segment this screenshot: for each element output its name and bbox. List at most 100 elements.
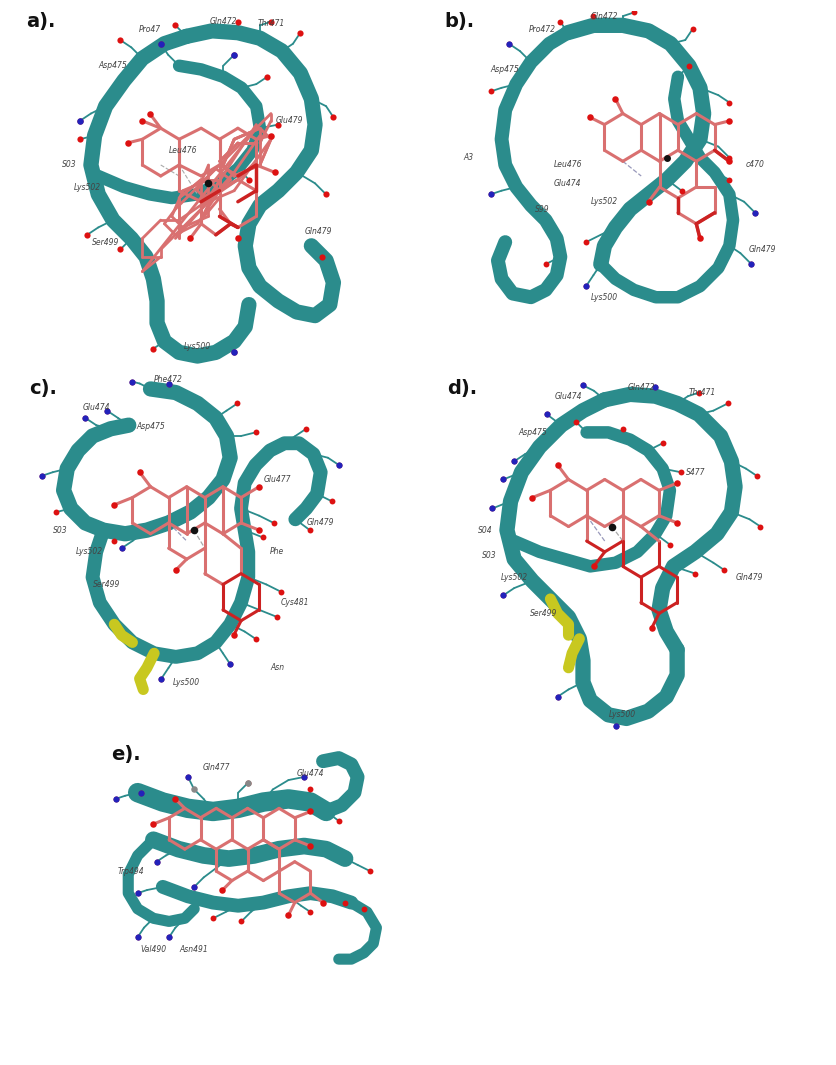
Point [303, 803, 317, 820]
Point [232, 230, 245, 247]
Point [319, 185, 333, 202]
Point [232, 13, 245, 30]
Point [539, 256, 553, 273]
Point [162, 375, 176, 392]
Point [722, 152, 736, 169]
Point [645, 620, 659, 637]
Text: Gln479: Gln479 [307, 519, 334, 527]
Text: Lys502: Lys502 [591, 197, 618, 207]
Text: Phe: Phe [270, 547, 284, 556]
Point [146, 816, 160, 833]
Text: Asp475: Asp475 [99, 62, 127, 70]
Text: Glu474: Glu474 [297, 769, 324, 779]
Text: Lys502: Lys502 [501, 573, 528, 581]
Text: Pro472: Pro472 [528, 24, 555, 33]
Text: Gln479: Gln479 [736, 573, 763, 581]
Point [357, 900, 370, 917]
Point [609, 717, 622, 734]
Point [670, 475, 684, 492]
Point [109, 790, 122, 807]
Point [551, 688, 564, 705]
Point [169, 17, 182, 34]
Text: Ser499: Ser499 [529, 609, 557, 618]
Text: Val490: Val490 [140, 946, 166, 954]
Text: Glu479: Glu479 [276, 116, 303, 126]
Point [74, 113, 87, 130]
Point [115, 540, 128, 557]
Point [49, 504, 63, 521]
Text: Lys500: Lys500 [591, 293, 618, 301]
Point [675, 182, 688, 199]
Text: Trp494: Trp494 [118, 867, 145, 875]
Point [125, 373, 139, 390]
Point [293, 24, 307, 42]
Point [227, 344, 241, 361]
Point [252, 478, 266, 495]
Point [267, 514, 280, 531]
Point [131, 929, 145, 946]
Point [114, 32, 127, 49]
Text: Ser499: Ser499 [92, 237, 120, 247]
Point [656, 435, 670, 452]
Point [663, 536, 676, 553]
Point [242, 171, 256, 189]
Point [507, 453, 521, 470]
Point [108, 532, 121, 550]
Text: b).: b). [445, 12, 475, 31]
Point [100, 403, 114, 420]
Point [649, 378, 662, 395]
Point [579, 233, 593, 250]
Point [689, 566, 702, 583]
Text: S03: S03 [482, 551, 496, 560]
Text: Lys502: Lys502 [75, 547, 103, 556]
Point [114, 241, 127, 258]
Point [79, 409, 92, 426]
Point [642, 193, 655, 210]
Text: Asn: Asn [270, 663, 284, 672]
Point [693, 230, 706, 247]
Point [241, 774, 254, 791]
Point [133, 463, 146, 480]
Text: Leu476: Leu476 [553, 161, 582, 169]
Point [282, 906, 295, 923]
Text: S04: S04 [478, 526, 492, 535]
Point [682, 58, 696, 75]
Point [497, 587, 510, 604]
Point [134, 784, 147, 801]
Point [303, 781, 317, 798]
Point [332, 813, 345, 830]
Point [609, 91, 622, 108]
Point [553, 13, 567, 30]
Point [484, 83, 497, 100]
Point [264, 127, 278, 144]
Point [748, 204, 762, 222]
Point [143, 105, 156, 122]
Point [131, 885, 145, 902]
Text: Thr471: Thr471 [689, 388, 716, 397]
Point [131, 885, 145, 902]
Point [303, 522, 317, 539]
Text: S99: S99 [535, 204, 549, 214]
Text: Pro47: Pro47 [139, 24, 161, 33]
Point [587, 7, 600, 24]
Text: Gln479: Gln479 [305, 227, 333, 235]
Text: Gln472: Gln472 [627, 382, 655, 392]
Point [576, 377, 589, 394]
Point [627, 4, 640, 21]
Point [303, 837, 317, 854]
Point [583, 109, 596, 126]
Point [100, 403, 114, 420]
Point [502, 35, 516, 52]
Text: Phe472: Phe472 [154, 375, 183, 384]
Point [256, 529, 269, 546]
Text: A3: A3 [463, 153, 473, 162]
Text: c470: c470 [746, 161, 765, 169]
Text: Glu474: Glu474 [555, 392, 582, 400]
Point [216, 882, 229, 899]
Point [264, 13, 278, 30]
Point [150, 853, 163, 870]
Point [183, 230, 196, 247]
Point [271, 608, 284, 625]
Point [274, 584, 288, 601]
Text: Ser499: Ser499 [94, 580, 120, 589]
